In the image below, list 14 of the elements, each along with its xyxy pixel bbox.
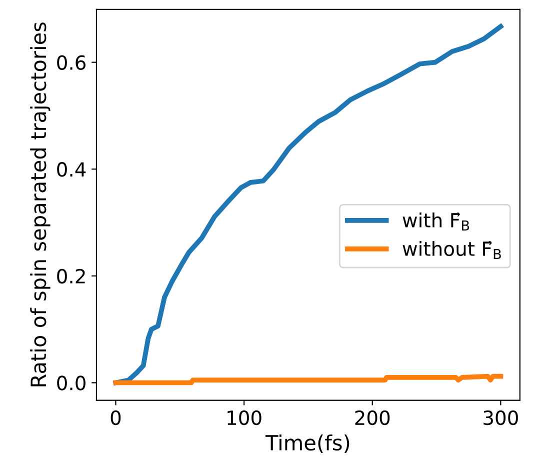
x-tick-label: 300 xyxy=(484,410,518,426)
x-axis-title: Time(fs) xyxy=(265,434,350,454)
y-tick-label: 0.6 xyxy=(57,55,86,70)
x-tick-label: 100 xyxy=(228,410,262,426)
x-tick-label: 0 xyxy=(110,410,121,426)
y-axis-title: Ratio of spin separated trajectories xyxy=(30,22,50,386)
line-series xyxy=(113,374,504,386)
line-series xyxy=(113,24,504,386)
y-tick-label: 0.2 xyxy=(57,268,85,284)
legend-label: without F⃗$_{B}$ xyxy=(402,241,501,259)
x-tick-label: 200 xyxy=(355,410,390,426)
y-tick-label: 0.4 xyxy=(57,162,86,177)
y-tick-label: 0.0 xyxy=(57,376,86,390)
legend-label: with F⃗$_{B}$ xyxy=(402,212,470,230)
